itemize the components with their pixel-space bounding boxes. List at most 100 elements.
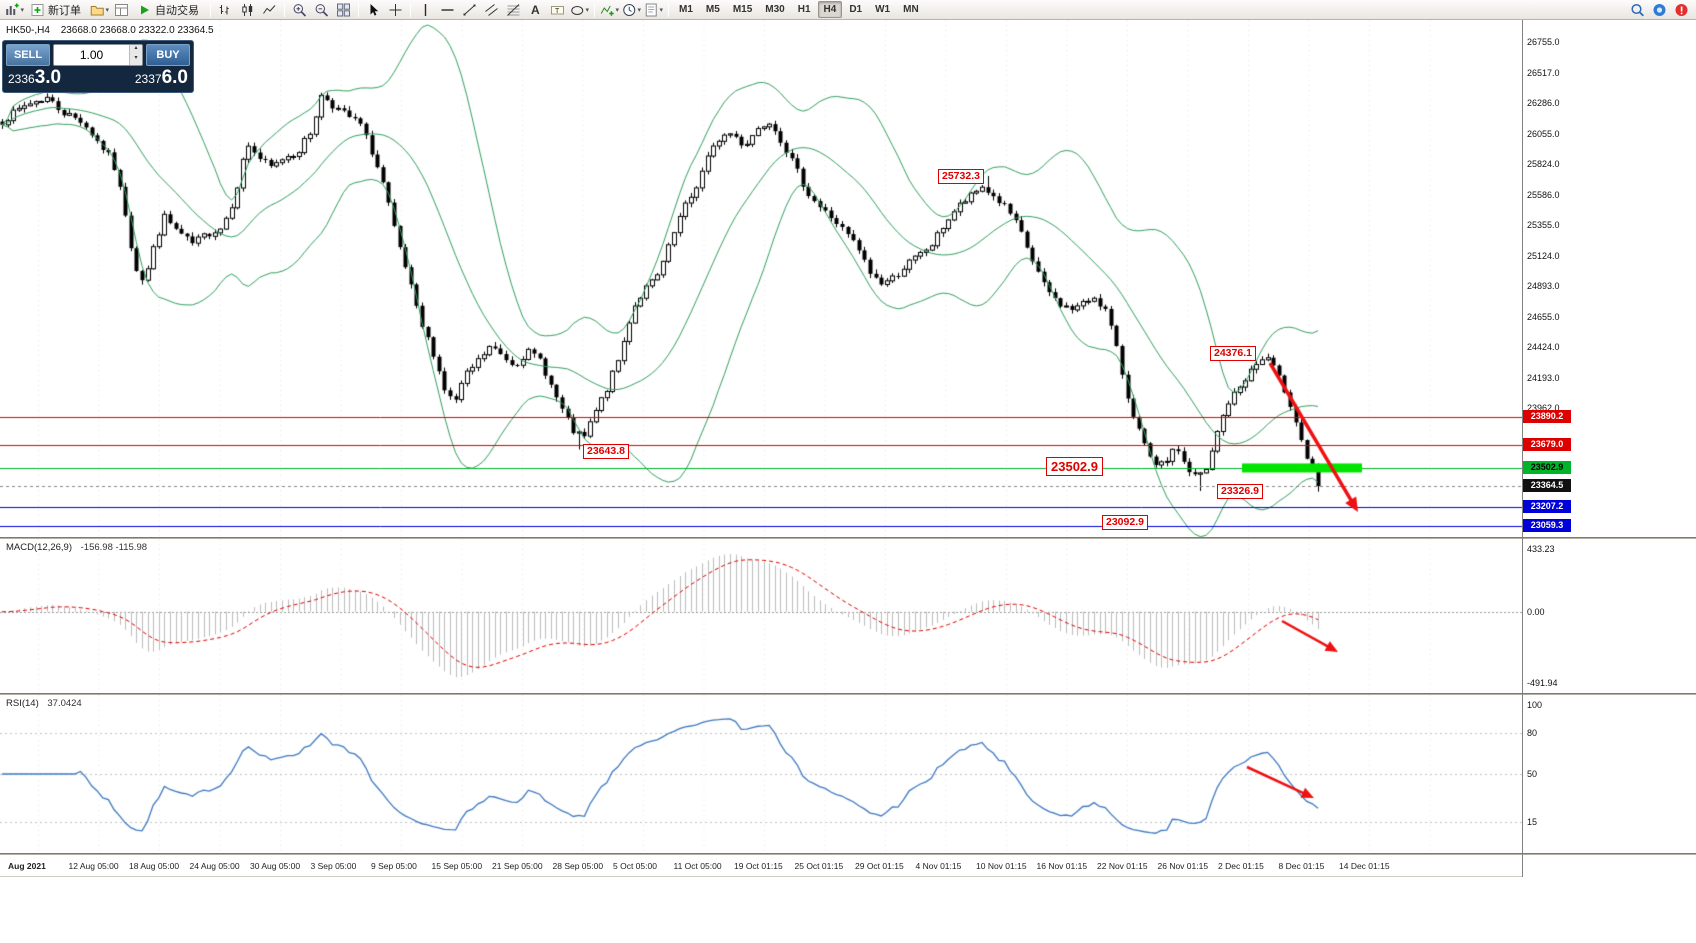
price-callout[interactable]: 23643.8	[583, 444, 629, 459]
price-axis[interactable]: 26755.0 26517.0 26286.0 26055.0 25824.0 25586…	[1523, 0, 1696, 943]
text-icon-glyph: A	[531, 3, 540, 17]
time-label: 26 Nov 01:15	[1157, 861, 1209, 871]
indicators-icon[interactable]: ▾	[599, 1, 620, 19]
line-chart-icon[interactable]	[259, 1, 280, 19]
toolbar: ▾ 新订单 ▾ 自动交易 A T ▾ ▾ ▾ ▾ M1 M5 M15 M30 H1 H4 D1 W1 MN	[0, 0, 1696, 20]
main-chart-canvas[interactable]	[0, 20, 1522, 537]
time-axis[interactable]: Aug 2021 12 Aug 05:00 18 Aug 05:00 24 Aug 0…	[0, 855, 1522, 877]
toolbar-separator	[210, 2, 211, 17]
sell-button[interactable]: SELL	[6, 44, 50, 66]
price-level-label: 23679.0	[1523, 437, 1571, 451]
timeframe-m5-button[interactable]: M5	[700, 1, 726, 18]
cursor-icon[interactable]	[363, 1, 384, 19]
templates-icon[interactable]: ▾	[643, 1, 664, 19]
text-label-icon[interactable]: T	[547, 1, 568, 19]
bar-chart-icon[interactable]	[215, 1, 236, 19]
rsi-panel-separator[interactable]	[0, 693, 1696, 695]
macd-axis-label: -491.94	[1527, 678, 1558, 688]
price-callout[interactable]: 23326.9	[1217, 484, 1263, 499]
volume-input[interactable]	[54, 45, 129, 65]
zoom-out-icon[interactable]	[311, 1, 332, 19]
price-tick-label: 24893.0	[1527, 280, 1560, 291]
periods-icon[interactable]: ▾	[621, 1, 642, 19]
community-icon[interactable]	[1649, 1, 1670, 19]
time-label: 14 Dec 01:15	[1339, 861, 1390, 871]
shapes-icon[interactable]: ▾	[569, 1, 590, 19]
chart-windows-icon-glyph	[115, 3, 128, 16]
chart-profiles-icon[interactable]: ▾	[89, 1, 110, 19]
rsi-axis-label: 15	[1527, 817, 1538, 828]
price-callout[interactable]: 23502.9	[1046, 457, 1103, 476]
buy-button[interactable]: BUY	[146, 44, 190, 66]
trendline-icon[interactable]	[459, 1, 480, 19]
rsi-indicator-label: RSI(14) 37.0424	[6, 698, 82, 709]
fibonacci-icon[interactable]	[503, 1, 524, 19]
timeframe-m15-button[interactable]: M15	[727, 1, 758, 18]
time-label: 12 Aug 05:00	[68, 861, 119, 871]
candlestick-chart-icon-glyph	[242, 3, 253, 16]
timeframe-w1-button[interactable]: W1	[869, 1, 896, 18]
candlestick-chart-icon[interactable]	[237, 1, 258, 19]
crosshair-icon-glyph	[389, 3, 402, 16]
fibonacci-icon-glyph	[507, 3, 520, 16]
search-icon[interactable]	[1627, 1, 1648, 19]
tile-windows-icon[interactable]	[333, 1, 354, 19]
notifications-icon[interactable]	[1671, 1, 1692, 19]
price-callout[interactable]: 25732.3	[938, 169, 984, 184]
toolbar-separator	[594, 2, 595, 17]
dropdown-arrow-icon: ▾	[105, 6, 109, 14]
horizontal-line-icon[interactable]	[437, 1, 458, 19]
price-tick-label: 26517.0	[1527, 68, 1560, 79]
timeframe-d1-button[interactable]: D1	[843, 1, 868, 18]
price-callout[interactable]: 23092.9	[1102, 515, 1148, 530]
time-label: 29 Oct 01:15	[855, 861, 904, 871]
rsi-axis-label: 80	[1527, 727, 1538, 738]
time-label: 30 Aug 05:00	[250, 861, 301, 871]
timeframe-h4-button[interactable]: H4	[817, 1, 843, 18]
auto-trading-button[interactable]: 自动交易	[133, 1, 206, 19]
price-tick-label: 25355.0	[1527, 220, 1560, 231]
tile-windows-icon-glyph	[337, 3, 350, 16]
price-level-label: 23890.2	[1523, 410, 1571, 424]
timeframe-m1-button[interactable]: M1	[673, 1, 699, 18]
one-click-trading-panel: SELL ▴ ▾ BUY 23363.0 23376.0	[2, 40, 194, 93]
new-chart-icon[interactable]: ▾	[4, 1, 25, 19]
new-order-button[interactable]: 新订单	[26, 1, 88, 19]
timeframe-m30-button[interactable]: M30	[759, 1, 790, 18]
horizontal-line-icon-glyph	[441, 8, 454, 11]
price-callout[interactable]: 24376.1	[1210, 346, 1256, 361]
timeframe-h1-button[interactable]: H1	[792, 1, 817, 18]
line-chart-icon-glyph	[263, 4, 276, 14]
time-label: 8 Dec 01:15	[1278, 861, 1325, 871]
vertical-line-icon[interactable]	[415, 1, 436, 19]
equidistant-channel-icon[interactable]	[481, 1, 502, 19]
zoom-out-icon-glyph	[315, 3, 329, 17]
timeframe-mn-button[interactable]: MN	[897, 1, 925, 18]
dropdown-arrow-icon: ▾	[637, 6, 641, 14]
crosshair-icon[interactable]	[385, 1, 406, 19]
zoom-in-icon[interactable]	[289, 1, 310, 19]
rsi-panel-canvas[interactable]	[0, 695, 1522, 853]
macd-panel-separator[interactable]	[0, 537, 1696, 539]
price-tick-label: 25586.0	[1527, 190, 1560, 201]
time-label: 5 Oct 05:00	[613, 861, 657, 871]
symbol-period-label: HK50-,H4	[6, 25, 50, 36]
new-order-glyph	[31, 3, 44, 16]
price-tick-label: 26055.0	[1527, 128, 1560, 139]
time-label: 28 Sep 05:00	[552, 861, 604, 871]
volume-up-button[interactable]: ▴	[130, 45, 142, 55]
notifications-icon-glyph	[1675, 3, 1688, 16]
time-label: 24 Aug 05:00	[189, 861, 240, 871]
volume-control: ▴ ▾	[53, 44, 143, 66]
macd-panel-canvas[interactable]	[0, 539, 1522, 693]
chart-header: HK50-,H4 23668.0 23668.0 23322.0 23364.5	[6, 25, 214, 36]
text-icon[interactable]: A	[525, 1, 546, 19]
equidistant-channel-icon-glyph	[485, 3, 498, 16]
dropdown-arrow-icon: ▾	[615, 6, 619, 14]
chart-windows-icon[interactable]	[111, 1, 132, 19]
time-label: 19 Oct 01:15	[734, 861, 783, 871]
time-label: 10 Nov 01:15	[976, 861, 1027, 871]
time-label: 16 Nov 01:15	[1036, 861, 1088, 871]
volume-down-button[interactable]: ▾	[130, 55, 142, 65]
